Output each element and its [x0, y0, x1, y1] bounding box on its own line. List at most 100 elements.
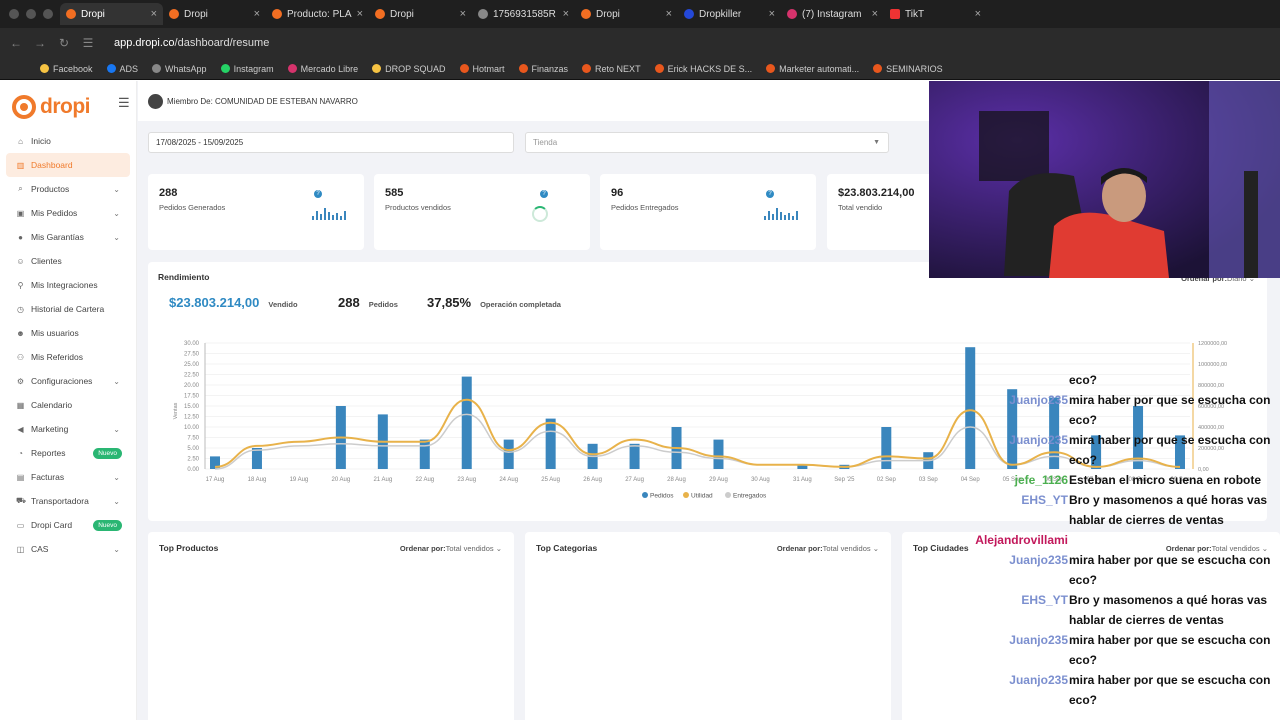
sidebar-item-reportes[interactable]: ◔ Reportes Nuevo [0, 441, 136, 465]
forward-icon[interactable]: → [34, 36, 46, 50]
address-bar: ← → ↻ ☰ app.dropi.co/dashboard/resume [0, 28, 1280, 58]
chevron-down-icon: ⌄ [113, 208, 120, 218]
top-panel-order-select[interactable]: Ordenar por:Total vendidos ⌄ [1166, 544, 1268, 553]
tab-title: Producto: PLA [287, 8, 352, 20]
bar-pedidos[interactable] [965, 347, 976, 469]
bookmark-item[interactable]: Finanzas [518, 64, 568, 74]
bookmark-item[interactable]: DROP SQUAD [372, 64, 446, 74]
close-tab-icon[interactable]: × [871, 8, 878, 20]
x-tick-label: 20 Aug [332, 477, 351, 483]
top-panel-order-select[interactable]: Ordenar por:Total vendidos ⌄ [777, 544, 879, 553]
spark-bar [324, 208, 326, 220]
bookmark-item[interactable]: Marketer automati... [766, 64, 859, 74]
sidebar-item-label: Marketing [31, 424, 69, 434]
sidebar-item-facturas[interactable]: ▤ Facturas ⌄ [0, 465, 136, 489]
bar-pedidos[interactable] [881, 427, 892, 469]
close-tab-icon[interactable]: × [974, 8, 981, 20]
menu-toggle-icon[interactable]: ☰ [118, 95, 130, 110]
browser-tab[interactable]: TikT × [884, 3, 987, 25]
date-range-input[interactable]: 17/08/2025 - 15/09/2025 [148, 132, 514, 153]
sidebar-item-configuraciones[interactable]: ⚙ Configuraciones ⌄ [0, 369, 136, 393]
sidebar-item-dashboard[interactable]: ▥ Dashboard [6, 153, 130, 177]
sidebar-item-cas[interactable]: ◫ CAS ⌄ [0, 537, 136, 561]
sidebar-item-mis-integraciones[interactable]: ⚲ Mis Integraciones [0, 273, 136, 297]
close-tab-icon[interactable]: × [562, 8, 569, 20]
bookmark-item[interactable]: Mercado Libre [287, 64, 358, 74]
bookmark-item[interactable]: Instagram [220, 64, 274, 74]
site-info-icon[interactable]: ☰ [82, 36, 94, 50]
browser-tab[interactable]: Producto: PLA × [266, 3, 369, 25]
top-panel-order-select[interactable]: Ordenar por:Total vendidos ⌄ [400, 544, 502, 553]
browser-tab[interactable]: Dropkiller × [678, 3, 781, 25]
sidebar-item-mis-referidos[interactable]: ⚇ Mis Referidos [0, 345, 136, 369]
bookmark-label: Hotmart [472, 63, 505, 74]
bar-pedidos[interactable] [545, 418, 556, 469]
close-tab-icon[interactable]: × [459, 8, 466, 20]
sidebar-item-calendario[interactable]: ▦ Calendario [0, 393, 136, 417]
browser-tab[interactable]: (7) Instagram × [781, 3, 884, 25]
browser-tab[interactable]: Dropi × [575, 3, 678, 25]
close-tab-icon[interactable]: × [253, 8, 260, 20]
avatar[interactable] [148, 93, 163, 109]
logo[interactable]: dropi [0, 81, 136, 123]
reload-icon[interactable]: ↻ [58, 36, 70, 50]
bookmark-item[interactable]: Hotmart [459, 63, 505, 74]
browser-tab[interactable]: Dropi × [60, 3, 163, 25]
browser-tab[interactable]: Dropi × [163, 3, 266, 25]
bookmark-item[interactable]: Facebook [40, 64, 93, 74]
legend-label[interactable]: Pedidos [650, 493, 674, 500]
bar-pedidos[interactable] [713, 439, 724, 469]
help-icon[interactable]: ? [540, 190, 548, 198]
help-icon[interactable]: ? [766, 190, 774, 198]
sidebar-item-historial-de-cartera[interactable]: ◷ Historial de Cartera [0, 297, 136, 321]
sidebar-item-mis-usuarios[interactable]: ☻ Mis usuarios [0, 321, 136, 345]
sidebar-item-clientes[interactable]: ☺ Clientes [0, 249, 136, 273]
dropi-favicon [272, 9, 282, 19]
store-select[interactable]: Tienda ▼ [525, 132, 889, 153]
performance-order-select[interactable]: Ordenar por:Diario ⌄ [1181, 274, 1255, 283]
sidebar-item-transportadora[interactable]: ⛟ Transportadora ⌄ [0, 489, 136, 513]
close-tab-icon[interactable]: × [665, 8, 672, 20]
bar-pedidos[interactable] [251, 448, 262, 469]
sidebar-item-inicio[interactable]: ⌂ Inicio [0, 129, 136, 153]
bar-pedidos[interactable] [629, 443, 640, 469]
close-tab-icon[interactable]: × [768, 8, 775, 20]
bookmark-item[interactable]: Reto NEXT [582, 64, 641, 74]
close-tab-icon[interactable]: × [356, 8, 363, 20]
bar-pedidos[interactable] [503, 439, 514, 469]
close-tab-icon[interactable]: × [150, 8, 157, 20]
bar-pedidos[interactable] [1133, 406, 1144, 469]
spark-bar [320, 214, 322, 220]
bookmark-item[interactable]: Erick HACKS DE S... [654, 64, 752, 74]
y-tick-label: 27.50 [184, 352, 200, 358]
card-icon: ▭ [16, 520, 25, 530]
sidebar-item-marketing[interactable]: ◀ Marketing ⌄ [0, 417, 136, 441]
bar-pedidos[interactable] [1175, 435, 1185, 469]
bookmark-item[interactable]: SEMINARIOS [873, 64, 943, 74]
legend-label[interactable]: Entregados [733, 493, 767, 500]
bar-pedidos[interactable] [461, 376, 472, 469]
browser-tab[interactable]: 1756931585R × [472, 3, 575, 25]
sidebar-item-mis-pedidos[interactable]: ▣ Mis Pedidos ⌄ [0, 201, 136, 225]
bar-pedidos[interactable] [419, 439, 430, 469]
x-tick-label: Sep '25 [834, 477, 855, 483]
url-field[interactable]: app.dropi.co/dashboard/resume [114, 37, 270, 49]
sidebar-item-productos[interactable]: ⌕ Productos ⌄ [0, 177, 136, 201]
back-icon[interactable]: ← [10, 36, 22, 50]
sidebar-item-mis-garant-as[interactable]: ● Mis Garantías ⌄ [0, 225, 136, 249]
legend-label[interactable]: Utilidad [691, 493, 713, 500]
performance-panel: Rendimiento Ordenar por:Diario ⌄ [148, 262, 1267, 521]
bar-pedidos[interactable] [1007, 389, 1018, 469]
bookmark-item[interactable]: WhatsApp [152, 64, 207, 74]
window-controls[interactable] [0, 9, 60, 19]
bar-pedidos[interactable] [797, 464, 808, 469]
bar-pedidos[interactable] [1049, 397, 1060, 469]
browser-tab[interactable]: Dropi × [369, 3, 472, 25]
sidebar-item-dropi-card[interactable]: ▭ Dropi Card Nuevo [0, 513, 136, 537]
spark-bar [792, 216, 794, 220]
y-tick-label: 17.50 [184, 394, 200, 400]
bar-pedidos[interactable] [210, 456, 220, 469]
help-icon[interactable]: ? [314, 190, 322, 198]
bar-pedidos[interactable] [1091, 435, 1102, 469]
bookmark-item[interactable]: ADS [106, 64, 138, 74]
